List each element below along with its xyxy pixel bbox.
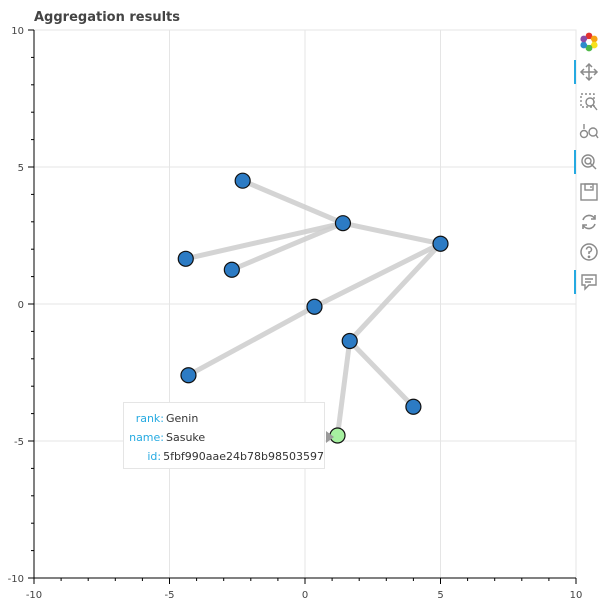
graph-edge: [311, 241, 443, 310]
y-tick-label: -5: [14, 437, 24, 448]
graph-edge: [347, 241, 443, 344]
tooltip-value: Genin: [166, 412, 199, 425]
reset-icon[interactable]: [574, 208, 604, 236]
graph-node[interactable]: [341, 332, 358, 350]
hover-icon[interactable]: [574, 268, 604, 296]
graph-edges: [183, 178, 443, 439]
bokeh-logo-icon[interactable]: [574, 28, 604, 56]
tooltip-key: id:: [147, 450, 162, 463]
chart-title: Aggregation results: [34, 10, 180, 25]
graph-node[interactable]: [180, 367, 197, 384]
graph-node[interactable]: [306, 298, 323, 315]
graph-node[interactable]: [223, 261, 240, 278]
pan-icon[interactable]: [574, 58, 604, 86]
graph-edge: [347, 338, 416, 410]
save-icon[interactable]: [574, 178, 604, 206]
graph-edge: [240, 178, 346, 226]
x-tick-label: 5: [437, 590, 443, 601]
graph-edge: [183, 220, 346, 262]
tooltip-row-name: name: Sasuke: [124, 429, 324, 448]
tooltip-pointer: [326, 431, 334, 443]
y-tick-label: 0: [18, 300, 24, 311]
graph-edge: [335, 338, 353, 439]
x-tick-label: 10: [570, 590, 583, 601]
box-zoom-icon[interactable]: [574, 88, 604, 116]
graph-edge: [185, 304, 317, 378]
help-icon[interactable]: [574, 238, 604, 266]
wheel-zoom-icon[interactable]: [574, 118, 604, 146]
graph-node[interactable]: [334, 215, 352, 232]
x-tick-label: 0: [302, 590, 308, 601]
graph-node[interactable]: [405, 398, 422, 415]
y-tick-label: 10: [11, 26, 24, 37]
grid-lines: [33, 29, 577, 579]
x-tick-label: -5: [165, 590, 175, 601]
graph-node[interactable]: [177, 250, 194, 267]
chart-toolbar: [574, 28, 608, 298]
tooltip-value: 5fbf990aae24b78b98503597: [163, 450, 324, 463]
tooltip-row-id: id: 5fbf990aae24b78b98503597: [124, 448, 324, 467]
axes: -10 -5 0 5 10 10 5 0 -5 -10: [8, 26, 583, 601]
graph-edge: [340, 220, 443, 247]
tooltip-value: Sasuke: [166, 431, 206, 444]
graph-edge: [229, 220, 346, 273]
x-tick-label: -10: [26, 590, 42, 601]
tooltip-key: name:: [129, 431, 164, 444]
hover-tooltip: rank: Genin name: Sasuke id: 5fbf990aae2…: [123, 402, 325, 469]
y-tick-label: -10: [8, 574, 24, 585]
tooltip-row-rank: rank: Genin: [124, 410, 324, 429]
tap-icon[interactable]: [574, 148, 604, 176]
y-tick-label: 5: [18, 163, 24, 174]
tooltip-key: rank:: [135, 412, 164, 425]
graph-node[interactable]: [432, 235, 449, 252]
graph-node[interactable]: [234, 172, 251, 189]
